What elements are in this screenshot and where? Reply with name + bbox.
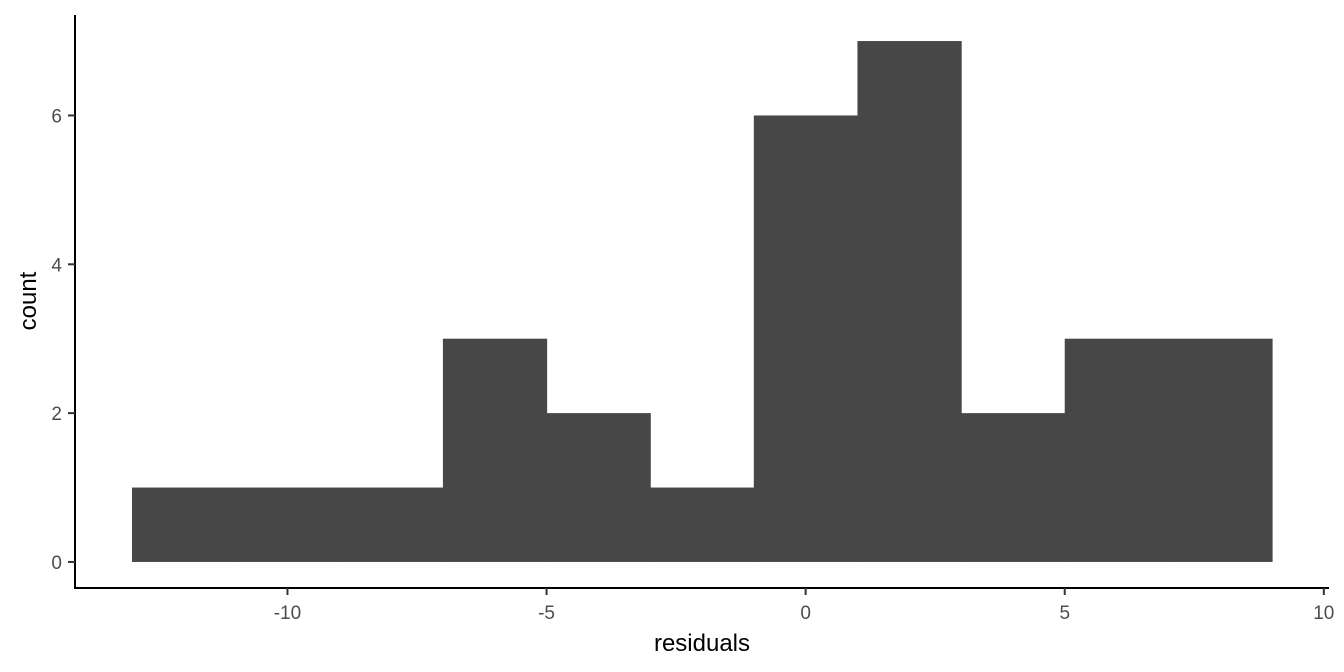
y-axis-ticks: 0 2 4 6 — [51, 106, 75, 574]
histogram-bar — [1064, 338, 1169, 562]
x-tick-label: 10 — [1313, 603, 1334, 624]
x-tick-label: 5 — [1059, 603, 1070, 624]
x-tick-label: 0 — [800, 603, 811, 624]
histogram-bar — [442, 338, 548, 562]
y-tick-label: 6 — [51, 106, 62, 127]
x-tick-label: -10 — [274, 603, 301, 624]
y-tick-label: 4 — [51, 255, 62, 276]
histogram-bar — [339, 487, 444, 562]
histogram-bar — [132, 487, 237, 562]
histogram-bars — [132, 41, 1273, 562]
histogram-bar — [546, 413, 651, 562]
histogram-bar — [857, 41, 962, 562]
histogram-bar — [650, 487, 755, 562]
x-tick-label: -5 — [538, 603, 555, 624]
x-axis-title: residuals — [654, 630, 750, 657]
x-axis-ticks: -10 -5 0 5 10 — [274, 588, 1334, 624]
histogram-bar — [961, 413, 1066, 562]
y-axis-title: count — [15, 271, 42, 330]
y-tick-label: 2 — [51, 404, 62, 425]
histogram-bar — [1168, 338, 1273, 562]
y-tick-label: 0 — [51, 553, 62, 574]
histogram-bar — [235, 487, 340, 562]
histogram-bar — [753, 115, 859, 562]
